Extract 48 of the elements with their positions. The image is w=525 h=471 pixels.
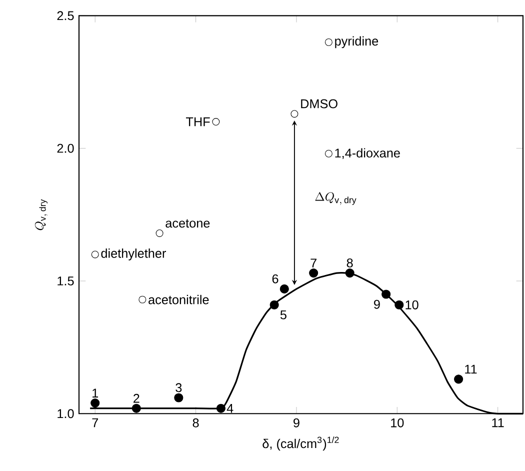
annotation: 3 — [176, 383, 182, 392]
point — [394, 300, 404, 310]
x-tick-label: 7 — [92, 418, 98, 428]
x-axis-title: δ, (cal/cm$^{3}$)$^{1/2}$ — [262, 436, 339, 451]
annotation: 10 — [406, 300, 418, 310]
x-tick-label: 8 — [192, 418, 199, 428]
annotation: 1,4-dioxane — [335, 148, 400, 160]
y-tick-label: 1.5 — [58, 276, 74, 286]
annotation: $\Delta Q_{\mathrm{v,\,dry}}$ — [315, 192, 356, 205]
point — [156, 229, 164, 237]
annotation: 11 — [465, 364, 477, 374]
point — [309, 268, 318, 278]
annotation: acetonitrile — [148, 294, 209, 304]
point — [280, 284, 289, 294]
point — [345, 268, 354, 278]
point — [270, 300, 279, 310]
point — [174, 393, 184, 402]
point — [324, 38, 332, 46]
annotation: DMSO — [301, 99, 338, 108]
x-tick-label: 11 — [492, 418, 504, 428]
y-tick-label: 2.5 — [57, 11, 74, 20]
annotation: 9 — [374, 300, 380, 309]
annotation: 5 — [280, 310, 286, 320]
y-axis-title: $Q_{\mathrm{v,\,dry}}$ — [34, 199, 48, 230]
annotation: 1 — [92, 388, 98, 398]
x-tick-label: 10 — [391, 418, 404, 428]
annotation: acetone — [166, 219, 210, 228]
point — [132, 404, 141, 413]
x-tick-label: 9 — [294, 418, 300, 428]
y-tick-label: 2.0 — [57, 144, 74, 153]
point — [91, 250, 99, 258]
point — [324, 150, 332, 158]
point — [454, 374, 464, 384]
point — [216, 404, 226, 413]
annotation: 4 — [226, 404, 234, 413]
annotation: pyridine — [335, 36, 378, 48]
point — [138, 296, 146, 304]
annotation: 7 — [310, 258, 316, 268]
point — [290, 110, 298, 118]
y-tick-label: 1.0 — [58, 409, 74, 418]
point — [90, 398, 100, 408]
point — [382, 290, 391, 299]
annotation: 2 — [133, 394, 140, 403]
annotation: 6 — [272, 274, 278, 284]
annotation: THF — [186, 117, 210, 126]
annotation: diethylether — [101, 248, 166, 260]
point — [212, 118, 220, 126]
annotation: 8 — [346, 258, 353, 268]
